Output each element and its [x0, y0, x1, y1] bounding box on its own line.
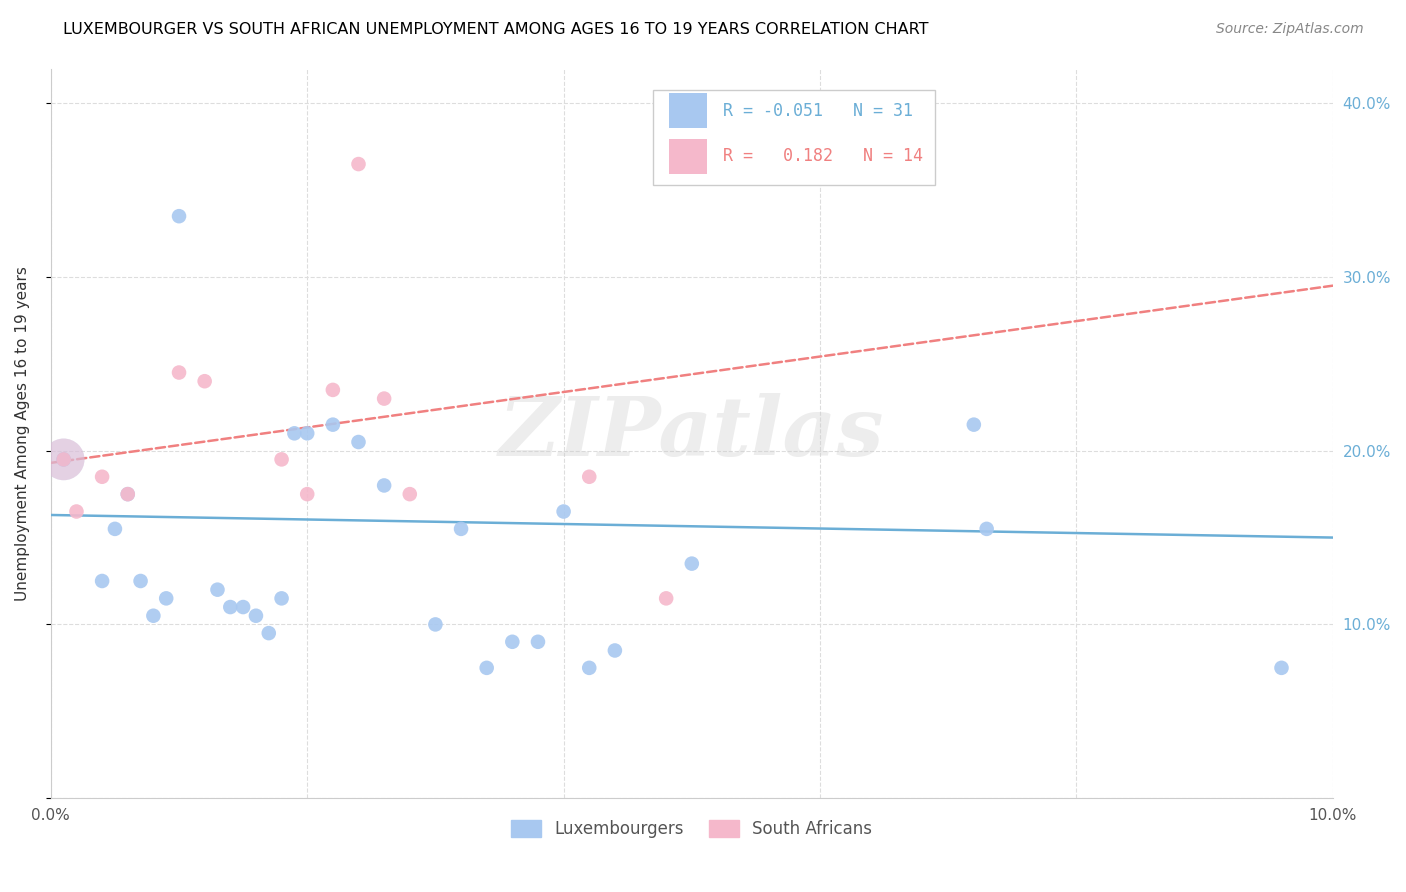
Point [578, 661, 600, 675]
Point [142, 608, 165, 623]
Point [167, 209, 190, 223]
Point [104, 522, 127, 536]
Point [270, 452, 292, 467]
Point [257, 626, 280, 640]
Point [117, 487, 139, 501]
Point [283, 426, 305, 441]
Point [65, 504, 87, 518]
FancyBboxPatch shape [654, 90, 935, 186]
Point [603, 643, 626, 657]
Text: R =   0.182   N = 14: R = 0.182 N = 14 [723, 147, 922, 165]
Point [347, 435, 370, 450]
Text: ZIPatlas: ZIPatlas [499, 393, 884, 474]
Point [373, 392, 395, 406]
Point [578, 469, 600, 483]
Point [297, 426, 319, 441]
Point [1270, 661, 1292, 675]
Point [976, 522, 998, 536]
FancyBboxPatch shape [669, 94, 707, 128]
Point [91, 469, 114, 483]
Point [270, 591, 292, 606]
Point [129, 574, 152, 588]
Point [194, 374, 217, 388]
Y-axis label: Unemployment Among Ages 16 to 19 years: Unemployment Among Ages 16 to 19 years [15, 266, 30, 601]
Text: R = -0.051   N = 31: R = -0.051 N = 31 [723, 102, 912, 120]
Point [450, 522, 472, 536]
Point [219, 600, 242, 615]
Point [553, 504, 575, 518]
Point [117, 487, 139, 501]
Point [52, 452, 75, 467]
Point [167, 366, 190, 380]
Point [373, 478, 395, 492]
Point [245, 608, 267, 623]
Point [347, 157, 370, 171]
Point [475, 661, 498, 675]
Text: Source: ZipAtlas.com: Source: ZipAtlas.com [1216, 22, 1364, 37]
Point [398, 487, 420, 501]
Point [655, 591, 678, 606]
Point [322, 383, 344, 397]
Point [207, 582, 229, 597]
Point [52, 452, 75, 467]
Point [527, 634, 550, 648]
Point [501, 634, 523, 648]
Point [681, 557, 703, 571]
Point [425, 617, 447, 632]
Point [52, 452, 75, 467]
Point [155, 591, 177, 606]
Point [963, 417, 986, 432]
Text: LUXEMBOURGER VS SOUTH AFRICAN UNEMPLOYMENT AMONG AGES 16 TO 19 YEARS CORRELATION: LUXEMBOURGER VS SOUTH AFRICAN UNEMPLOYME… [63, 22, 929, 37]
Point [322, 417, 344, 432]
Point [297, 487, 319, 501]
Legend: Luxembourgers, South Africans: Luxembourgers, South Africans [505, 813, 879, 845]
Point [232, 600, 254, 615]
FancyBboxPatch shape [669, 139, 707, 174]
Point [91, 574, 114, 588]
Point [52, 452, 75, 467]
